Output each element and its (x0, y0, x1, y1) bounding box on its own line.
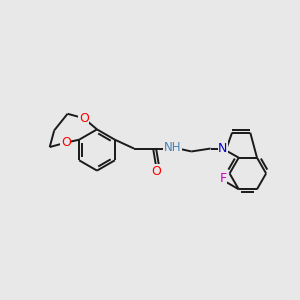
Text: N: N (218, 142, 228, 155)
Text: F: F (220, 172, 227, 185)
Text: O: O (151, 165, 161, 178)
Text: NH: NH (164, 141, 181, 154)
Text: O: O (61, 136, 71, 149)
Text: O: O (79, 112, 89, 125)
